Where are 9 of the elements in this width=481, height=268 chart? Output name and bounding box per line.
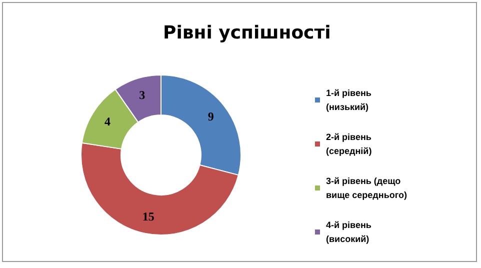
legend-label: 1-й рівень (низький): [326, 88, 374, 112]
chart-title: Рівні успішності: [163, 22, 331, 44]
legend-label: 4-й рівень (високий): [326, 220, 374, 244]
legend-label: 2-й рівень (середній): [326, 132, 376, 156]
data-label: 9: [208, 109, 214, 124]
data-label: 4: [104, 114, 111, 129]
data-label: 15: [142, 210, 154, 224]
data-label: 3: [139, 88, 146, 102]
legend-label: 3-й рівень (дещо вище середнього): [326, 176, 407, 200]
